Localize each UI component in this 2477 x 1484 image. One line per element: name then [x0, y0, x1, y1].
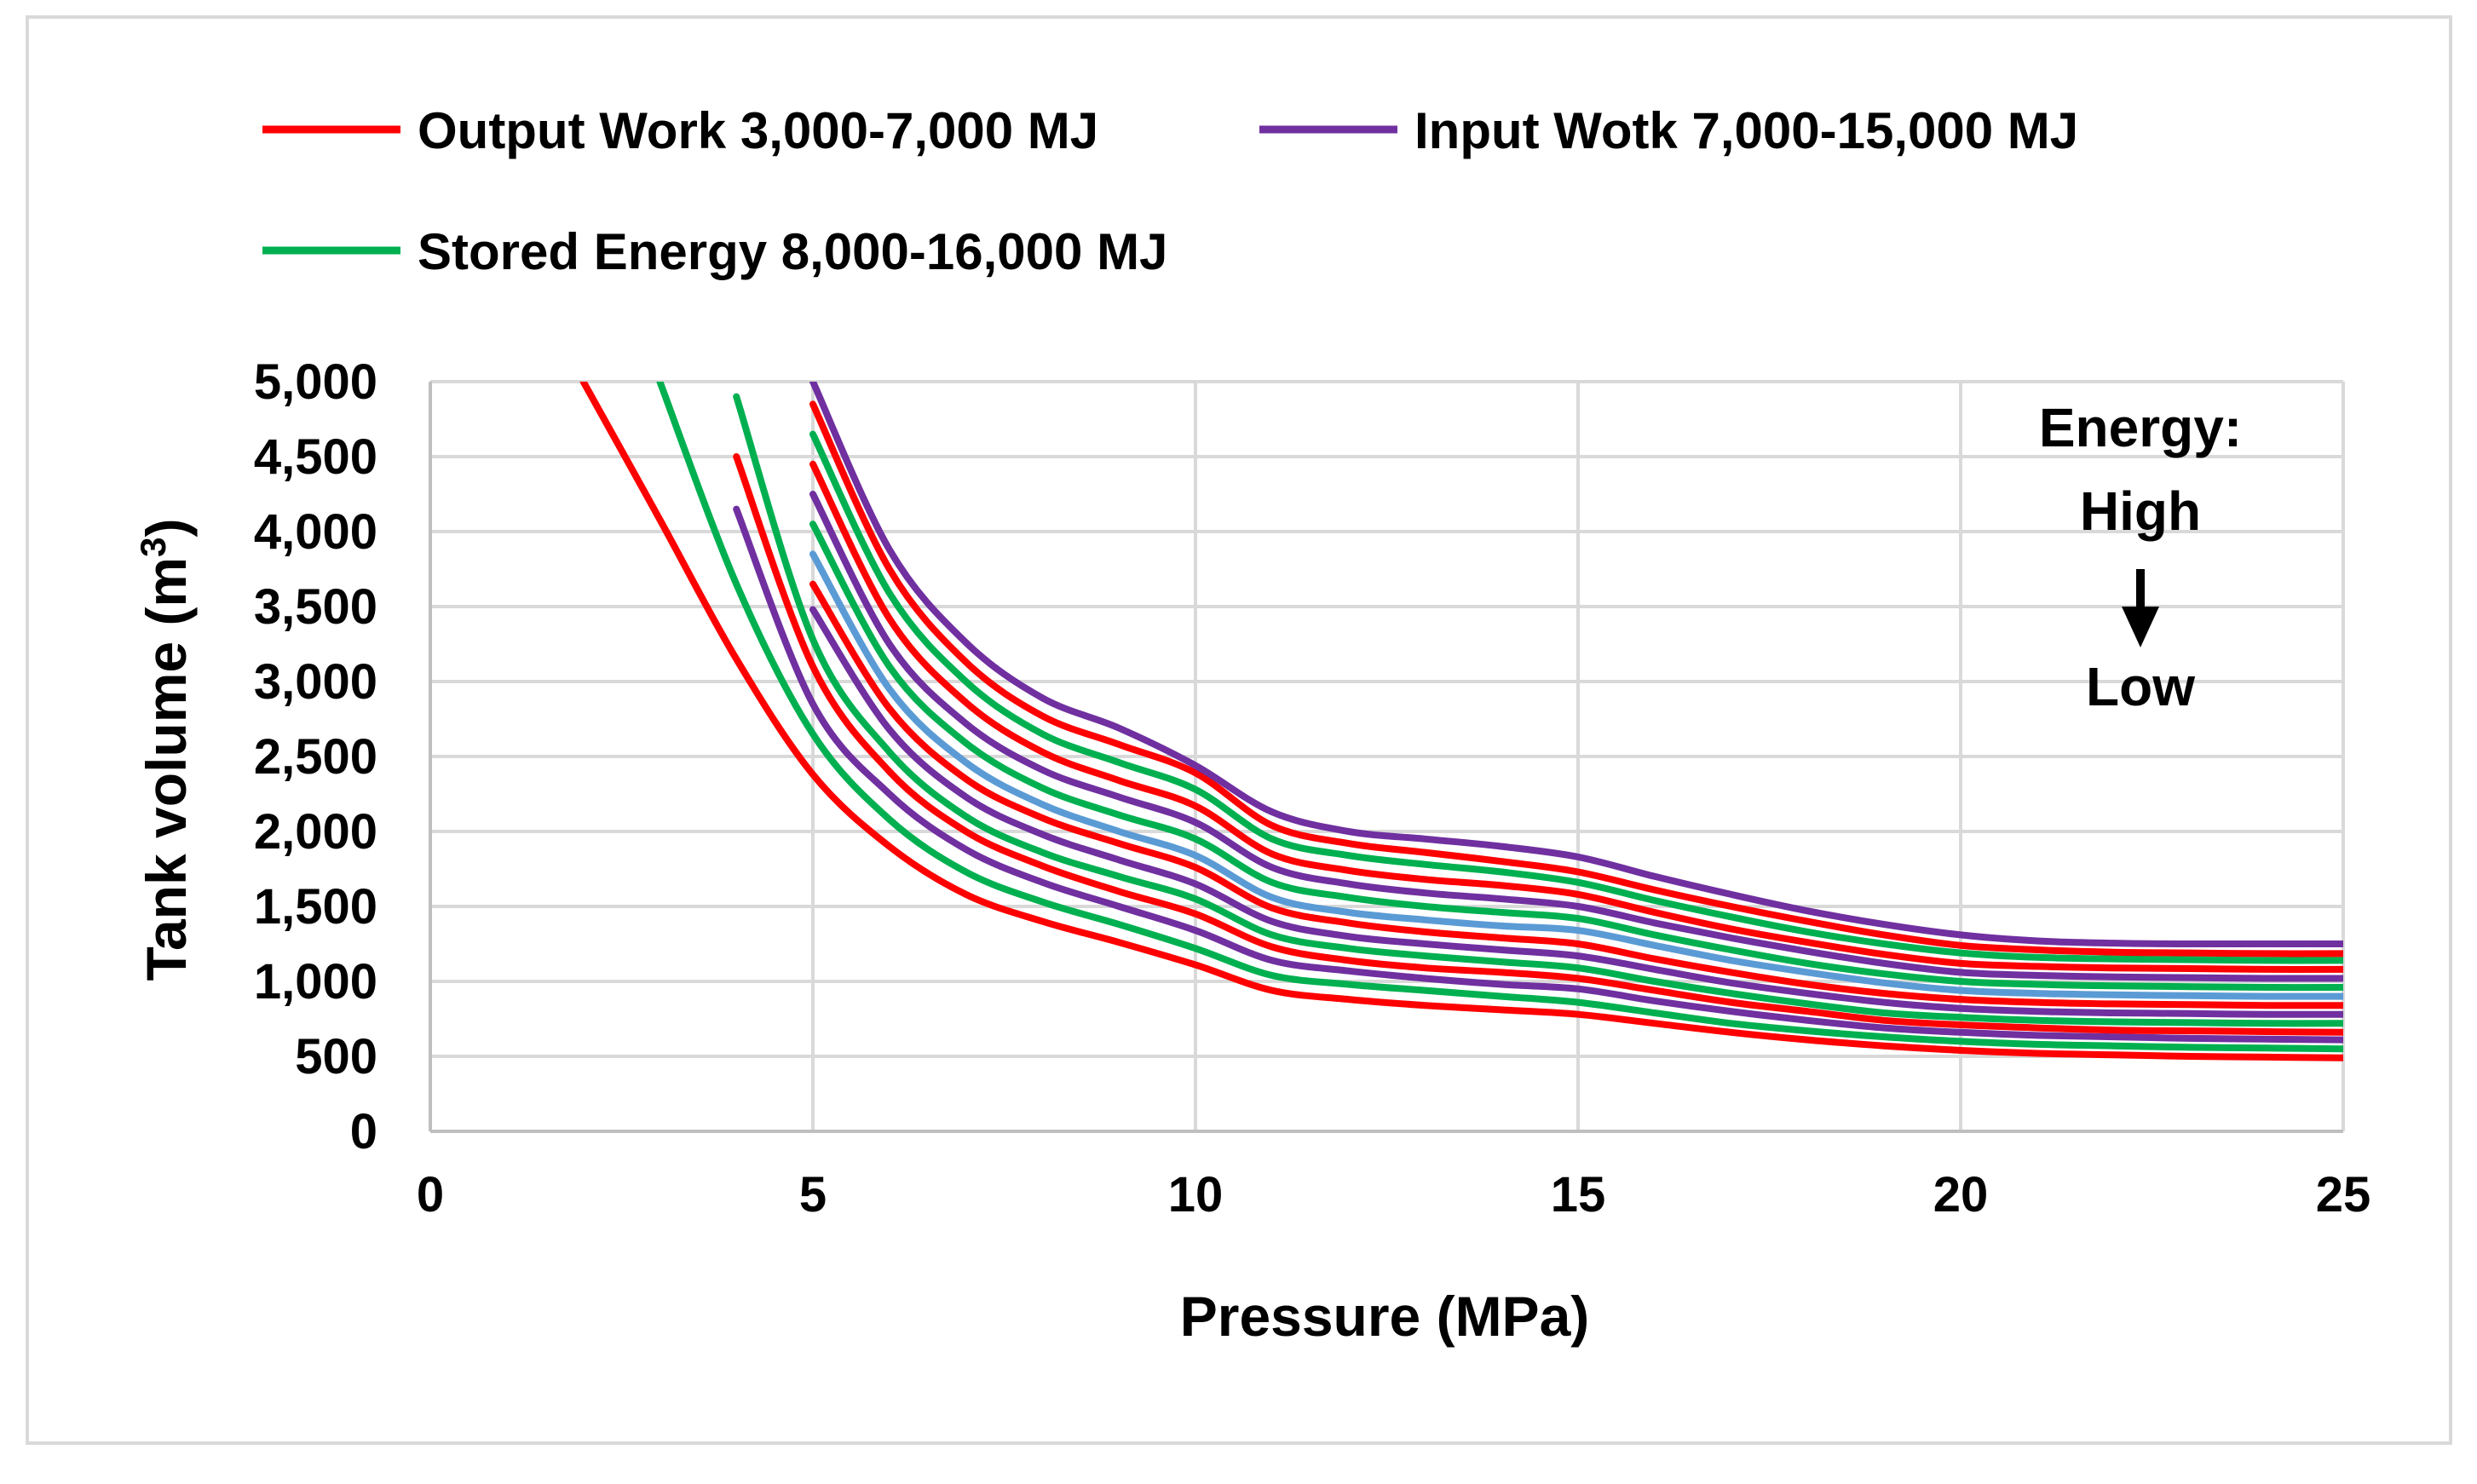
annotation-low: Low: [2086, 656, 2195, 717]
series-line-11: [809, 460, 2343, 973]
legend-label-stored-energy: Stored Energy 8,000-16,000 MJ: [418, 223, 1167, 280]
y-tick-label: 1,000: [254, 954, 377, 1009]
y-tick-label: 2,500: [254, 729, 377, 785]
y-tick-label: 4,500: [254, 429, 377, 485]
y-tick-label: 5,000: [254, 354, 377, 410]
y-tick-label: 0: [350, 1104, 377, 1159]
series-line-10: [809, 491, 2343, 982]
series-line-2: [656, 382, 2343, 1053]
series-line-6: [809, 606, 2343, 1018]
series-line-5: [733, 393, 2343, 1027]
y-axis-title-main: Tank volume (m: [135, 557, 198, 981]
series-line-1: [579, 382, 2343, 1061]
y-axis-title: Tank volume (m3): [133, 519, 198, 981]
y-axis-title-end: ): [135, 519, 198, 538]
series-line-12: [809, 430, 2343, 964]
legend: Output Work 3,000-7,000 MJ Input Wotk 7,…: [262, 102, 2078, 280]
y-tick-label: 1,500: [254, 879, 377, 935]
series-line-8: [809, 550, 2343, 1000]
y-tick-label: 500: [295, 1029, 377, 1084]
tick-labels: 0 500 1,000 1,500 2,000 2,500 3,000 3,500 4,000 4…: [254, 354, 2370, 1222]
y-tick-label: 4,000: [254, 504, 377, 560]
x-tick-label: 25: [2316, 1167, 2371, 1222]
annotation-high: High: [2080, 480, 2201, 542]
series-line-9: [809, 521, 2343, 992]
legend-label-output-work: Output Work 3,000-7,000 MJ: [418, 102, 1098, 159]
x-tick-label: 15: [1551, 1167, 1606, 1222]
x-tick-label: 20: [1933, 1167, 1989, 1222]
y-tick-label: 3,000: [254, 654, 377, 710]
x-axis-title: Pressure (MPa): [1180, 1285, 1590, 1348]
series-line-13: [809, 400, 2343, 958]
y-axis-title-superscript: 3: [133, 538, 173, 557]
energy-annotation: Energy: High Low: [2039, 397, 2242, 717]
series-lines: [579, 382, 2343, 1061]
y-tick-label: 2,000: [254, 804, 377, 860]
annotation-arrow-head: [2122, 607, 2159, 647]
x-tick-label: 5: [799, 1167, 827, 1222]
legend-label-input-work: Input Wotk 7,000-15,000 MJ: [1414, 102, 2078, 159]
y-tick-label: 3,500: [254, 579, 377, 635]
series-line-3: [733, 505, 2343, 1044]
series-line-14: [809, 382, 2343, 948]
x-tick-label: 0: [417, 1167, 444, 1222]
annotation-title: Energy:: [2039, 397, 2242, 458]
x-tick-label: 10: [1168, 1167, 1224, 1222]
series-line-7: [809, 580, 2343, 1009]
axes: [429, 382, 2343, 1133]
series-line-4: [733, 453, 2343, 1036]
